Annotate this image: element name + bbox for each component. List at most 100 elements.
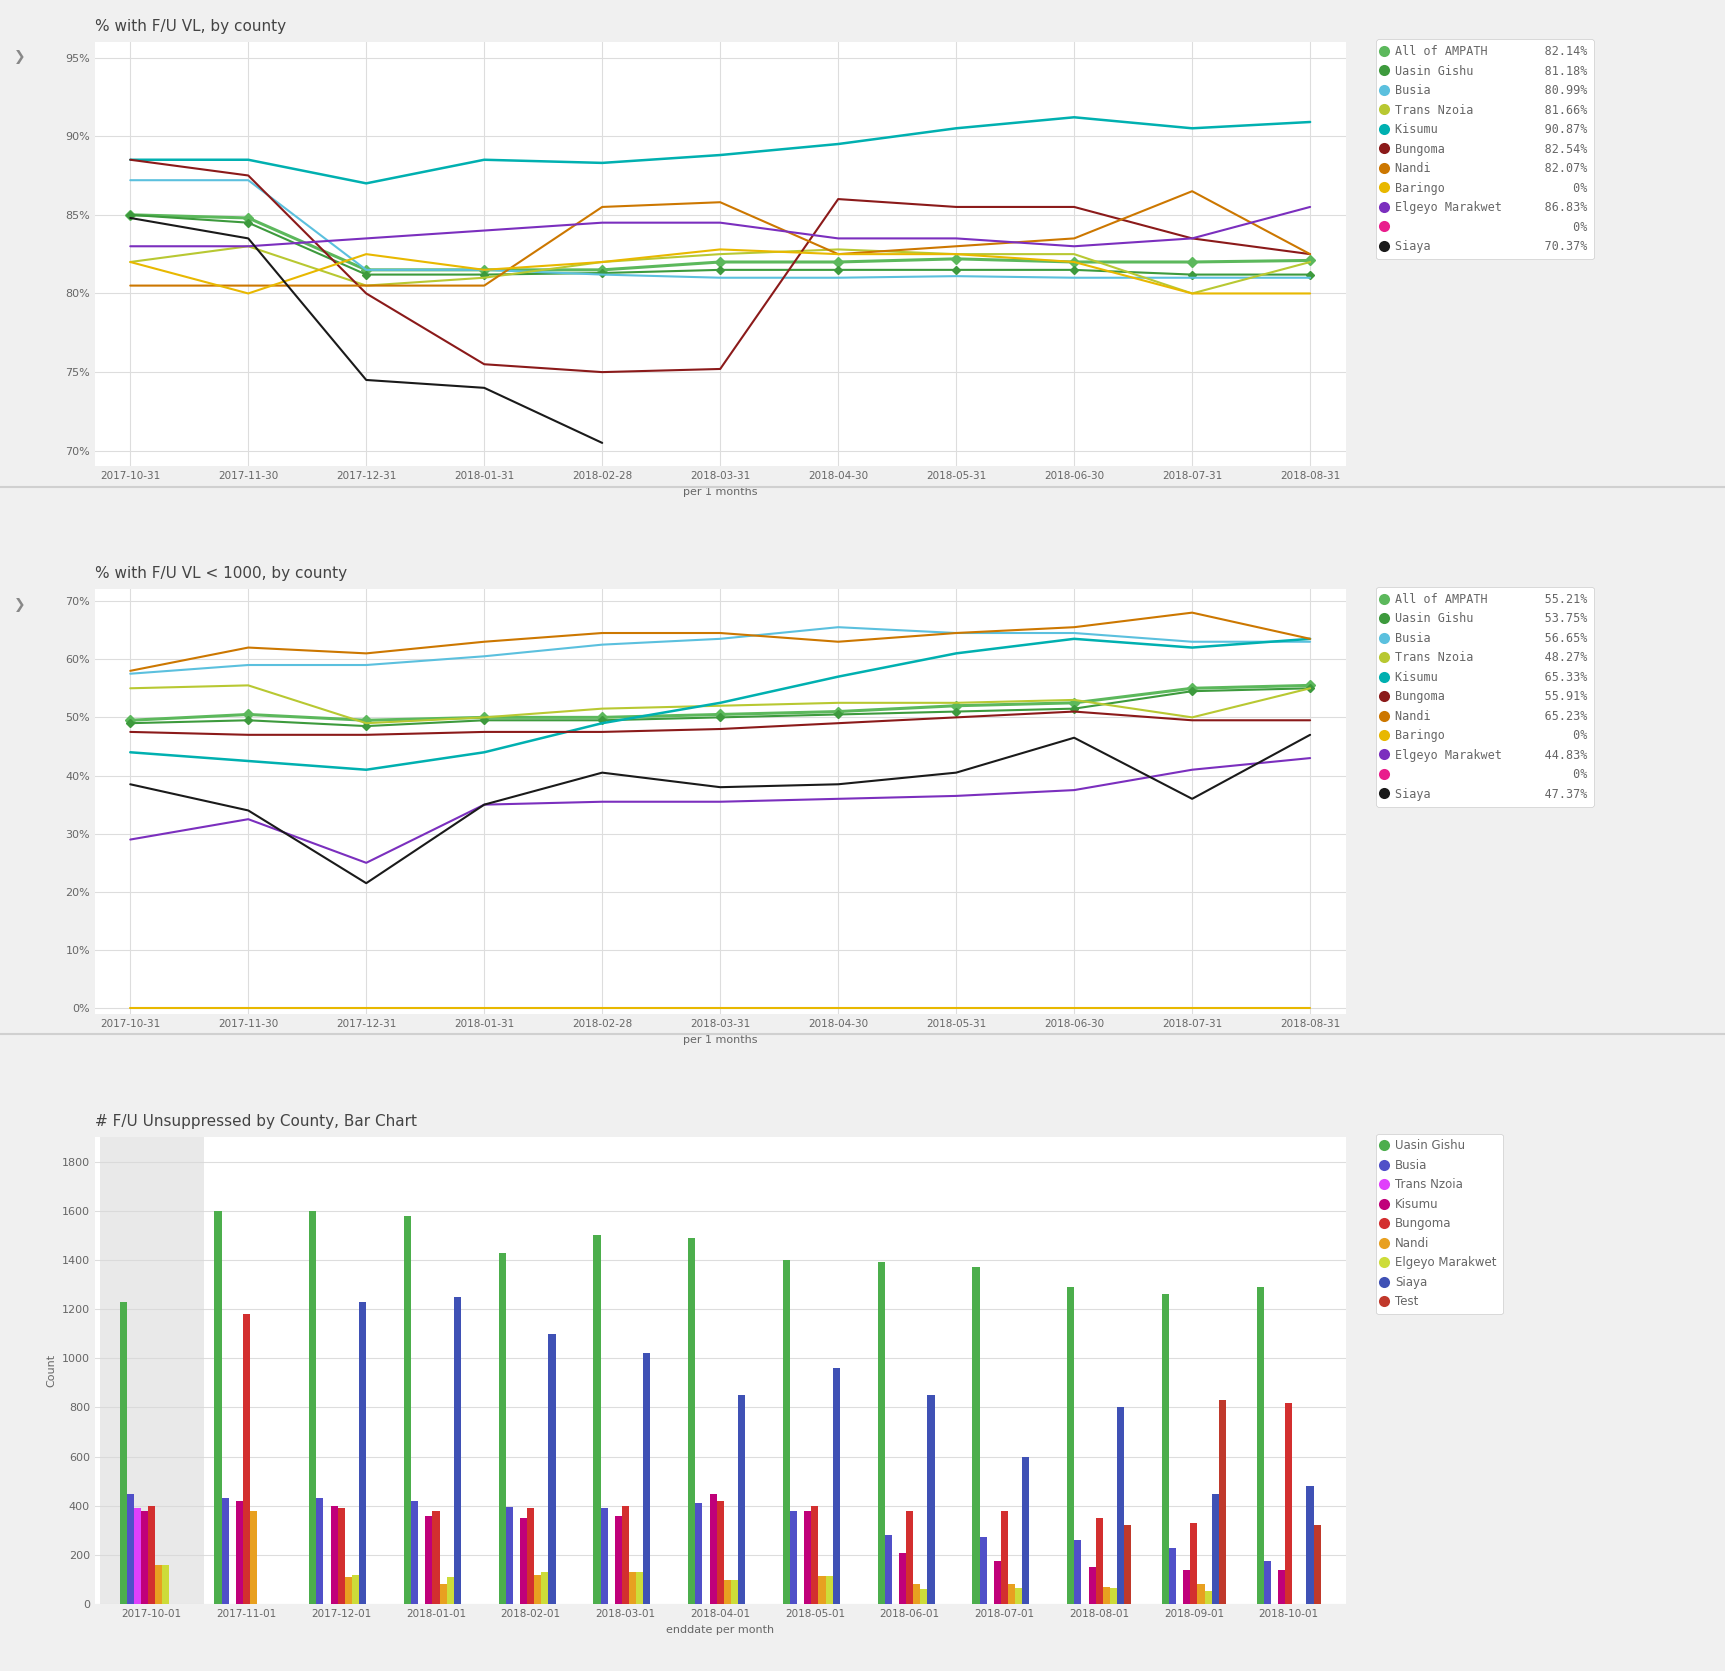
Bar (411, 1501, 417, 1604)
Bar (1007, 1584, 1014, 1604)
Bar (331, 1506, 338, 1604)
Legend: Uasin Gishu, Busia, Trans Nzoia, Kisumu, Bungoma, Nandi, Elgeyo Marakwet, Siaya,: Uasin Gishu, Busia, Trans Nzoia, Kisumu,… (1377, 1133, 1502, 1315)
Bar (316, 1499, 324, 1604)
Bar (359, 1302, 366, 1604)
Bar (1220, 1400, 1226, 1604)
Bar (1023, 1457, 1030, 1604)
Bar (921, 1589, 928, 1604)
Bar (593, 1235, 600, 1604)
Bar (1190, 1522, 1197, 1604)
Bar (899, 1552, 906, 1604)
Bar (623, 1506, 630, 1604)
Bar (162, 1564, 169, 1604)
Bar (804, 1511, 811, 1604)
X-axis label: per 1 months: per 1 months (683, 486, 757, 496)
Bar (1000, 1511, 1007, 1604)
Bar (141, 1511, 148, 1604)
Bar (637, 1572, 643, 1604)
Bar (783, 1260, 790, 1604)
Bar (1163, 1295, 1170, 1604)
Bar (1211, 1494, 1220, 1604)
Bar (499, 1253, 505, 1604)
Bar (542, 1572, 549, 1604)
Bar (454, 1297, 461, 1604)
Bar (528, 1509, 535, 1604)
Bar (1068, 1287, 1075, 1604)
Bar (404, 1216, 411, 1604)
Bar (549, 1333, 555, 1604)
Bar (148, 1506, 155, 1604)
Bar (155, 1564, 162, 1604)
Y-axis label: Count: Count (47, 1354, 57, 1387)
Bar (973, 1267, 980, 1604)
Bar (426, 1516, 433, 1604)
Bar (1197, 1584, 1204, 1604)
Bar (236, 1501, 243, 1604)
Bar (119, 1302, 128, 1604)
Bar (980, 1537, 987, 1604)
Bar (878, 1262, 885, 1604)
Text: ❯: ❯ (14, 598, 26, 612)
Bar (135, 1509, 141, 1604)
Bar (906, 1511, 913, 1604)
Legend: All of AMPATH        55.21%, Uasin Gishu          53.75%, Busia                5: All of AMPATH 55.21%, Uasin Gishu 53.75%… (1377, 587, 1594, 807)
Bar (433, 1511, 440, 1604)
Bar (447, 1577, 454, 1604)
Bar (1264, 1561, 1271, 1604)
Bar (221, 1499, 229, 1604)
Bar (811, 1506, 818, 1604)
Bar (250, 1511, 257, 1604)
Bar (1075, 1541, 1082, 1604)
Bar (1313, 1526, 1321, 1604)
Bar (1170, 1547, 1176, 1604)
Bar (338, 1509, 345, 1604)
Bar (614, 1516, 623, 1604)
Bar (535, 1574, 542, 1604)
Bar (928, 1395, 935, 1604)
Bar (1204, 1591, 1211, 1604)
Text: # F/U Unsuppressed by County, Bar Chart: # F/U Unsuppressed by County, Bar Chart (95, 1115, 417, 1130)
X-axis label: enddate per month: enddate per month (666, 1624, 775, 1634)
Bar (724, 1579, 731, 1604)
Bar (818, 1576, 826, 1604)
Bar (600, 1509, 607, 1604)
Bar (1285, 1402, 1292, 1604)
Bar (826, 1576, 833, 1604)
Bar (731, 1579, 738, 1604)
Bar (243, 1313, 250, 1604)
Legend: All of AMPATH        82.14%, Uasin Gishu          81.18%, Busia                8: All of AMPATH 82.14%, Uasin Gishu 81.18%… (1377, 38, 1594, 259)
Bar (519, 1517, 528, 1604)
Bar (885, 1536, 892, 1604)
Bar (1109, 1587, 1116, 1604)
Bar (709, 1494, 716, 1604)
Bar (1125, 1526, 1132, 1604)
Text: % with F/U VL, by county: % with F/U VL, by county (95, 18, 286, 33)
Bar (1116, 1407, 1125, 1604)
Bar (100, 1136, 204, 1604)
Bar (345, 1577, 352, 1604)
X-axis label: per 1 months: per 1 months (683, 1034, 757, 1044)
Bar (630, 1572, 637, 1604)
Bar (128, 1494, 135, 1604)
Bar (738, 1395, 745, 1604)
Bar (505, 1507, 512, 1604)
Bar (688, 1238, 695, 1604)
Bar (994, 1561, 1000, 1604)
Bar (913, 1584, 921, 1604)
Bar (440, 1584, 447, 1604)
Bar (643, 1354, 650, 1604)
Bar (695, 1504, 702, 1604)
Bar (1102, 1587, 1109, 1604)
Bar (1014, 1587, 1023, 1604)
Bar (1183, 1569, 1190, 1604)
Bar (833, 1369, 840, 1604)
Bar (716, 1501, 724, 1604)
Bar (352, 1574, 359, 1604)
Bar (790, 1511, 797, 1604)
Bar (1258, 1287, 1264, 1604)
Bar (1095, 1517, 1102, 1604)
Bar (1278, 1569, 1285, 1604)
Bar (309, 1211, 316, 1604)
Bar (1306, 1486, 1313, 1604)
Text: ❯: ❯ (14, 50, 26, 63)
